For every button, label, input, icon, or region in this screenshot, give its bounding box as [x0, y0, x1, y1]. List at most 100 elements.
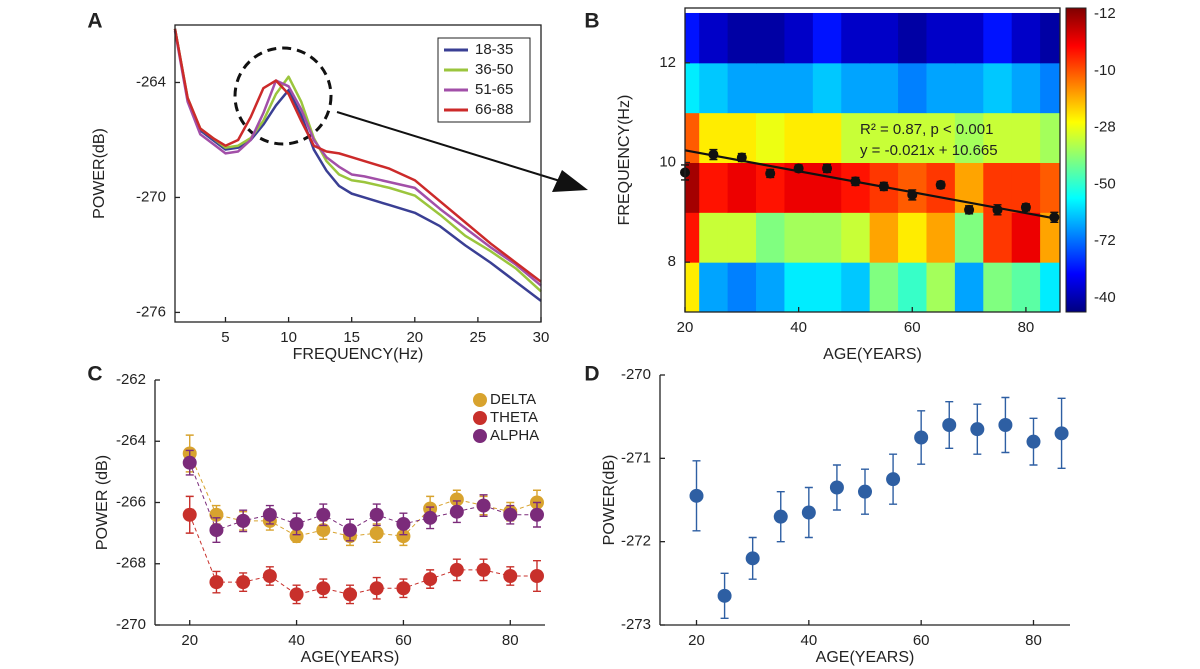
heat-cell	[685, 12, 700, 64]
point	[886, 472, 901, 487]
heat-cell	[983, 212, 1013, 263]
point	[935, 179, 946, 190]
panel-label: D	[584, 363, 599, 386]
x-tick-label: 60	[395, 632, 412, 649]
marker	[289, 516, 304, 531]
legend-label: 66-88	[475, 101, 513, 118]
marker	[343, 587, 357, 602]
point	[878, 181, 889, 192]
point	[736, 152, 747, 163]
heat-cell	[784, 112, 814, 163]
x-tick-label: 5	[221, 329, 229, 346]
legend-label: DELTA	[490, 391, 536, 408]
y-tick-label: -268	[116, 555, 146, 572]
colorbar-label: -28	[1094, 119, 1116, 136]
marker	[449, 492, 464, 507]
plot-frame	[684, 7, 1061, 313]
heat-cell	[727, 62, 757, 114]
x-tick-label: 25	[470, 329, 487, 346]
heat-cell	[954, 112, 984, 163]
heat-cell	[983, 262, 1013, 312]
marker	[396, 581, 411, 596]
legend-label: ALPHA	[490, 427, 539, 444]
heat-cell	[756, 62, 785, 114]
marker	[369, 526, 384, 541]
heat-cell	[1040, 112, 1060, 163]
heat-cell	[699, 212, 729, 263]
marker	[182, 507, 197, 522]
point	[829, 480, 844, 495]
series-line	[173, 28, 542, 283]
heat-cell	[954, 212, 984, 263]
colorbar-label: -50	[1094, 175, 1116, 192]
heat-cell	[756, 112, 785, 163]
x-tick-label: 80	[1018, 319, 1035, 336]
heat-cell	[898, 212, 927, 263]
heat-cell	[898, 162, 927, 213]
legend-label: 36-50	[475, 61, 513, 78]
y-tick-label: -270	[136, 188, 166, 205]
point	[1049, 212, 1060, 223]
colorbar-label: -72	[1094, 232, 1116, 249]
heat-cell	[756, 12, 785, 64]
marker	[236, 575, 251, 590]
heat-cell	[1040, 12, 1060, 64]
marker	[343, 523, 357, 538]
heat-cell	[1040, 262, 1060, 312]
heat-cell	[841, 212, 871, 263]
arrow-head	[552, 170, 588, 192]
colorbar-label: -10	[1094, 62, 1116, 79]
heat-cell	[983, 112, 1013, 163]
y-axis-label: POWER (dB)	[94, 455, 111, 550]
point	[907, 189, 918, 200]
y-tick-label: 8	[668, 253, 676, 270]
marker	[396, 516, 411, 531]
point	[745, 551, 760, 566]
point	[708, 149, 719, 160]
marker	[449, 504, 464, 519]
x-tick-label: 40	[790, 319, 807, 336]
y-axis-label: FREQUENCY(Hz)	[616, 95, 633, 226]
point	[773, 509, 788, 524]
heat-cell	[898, 262, 927, 312]
point	[1054, 426, 1069, 441]
point	[964, 204, 975, 215]
y-tick-label: -271	[621, 449, 651, 466]
heat-cell	[926, 112, 956, 163]
heat-cell	[983, 62, 1013, 114]
heat-cell	[841, 62, 871, 114]
legend-label: THETA	[490, 409, 538, 426]
marker	[316, 523, 331, 538]
y-tick-label: -270	[621, 366, 651, 383]
heat-cell	[1011, 112, 1041, 163]
heat-cell	[841, 12, 871, 64]
heat-cell	[898, 12, 927, 64]
point	[793, 163, 804, 174]
heat-cell	[685, 262, 700, 312]
heat-cell	[898, 62, 927, 114]
heatmap	[685, 12, 1060, 312]
marker	[423, 572, 438, 587]
heat-cell	[954, 12, 984, 64]
point	[858, 484, 872, 499]
heat-cell	[784, 262, 814, 312]
heat-cell	[926, 62, 956, 114]
marker	[316, 581, 331, 596]
x-tick-label: 60	[913, 632, 930, 649]
legend-marker	[473, 393, 487, 407]
y-tick-label: -272	[621, 533, 651, 550]
heat-cell	[784, 62, 814, 114]
marker	[369, 507, 384, 522]
heat-cell	[699, 62, 729, 114]
point	[942, 418, 957, 432]
x-tick-label: 20	[406, 329, 423, 346]
legend-label: 18-35	[475, 41, 513, 58]
point	[717, 588, 732, 603]
heat-cell	[869, 212, 899, 263]
x-tick-label: 60	[904, 319, 921, 336]
point	[970, 422, 985, 437]
marker	[503, 569, 518, 583]
heat-cell	[841, 162, 871, 213]
marker	[289, 529, 304, 544]
marker	[476, 498, 491, 513]
